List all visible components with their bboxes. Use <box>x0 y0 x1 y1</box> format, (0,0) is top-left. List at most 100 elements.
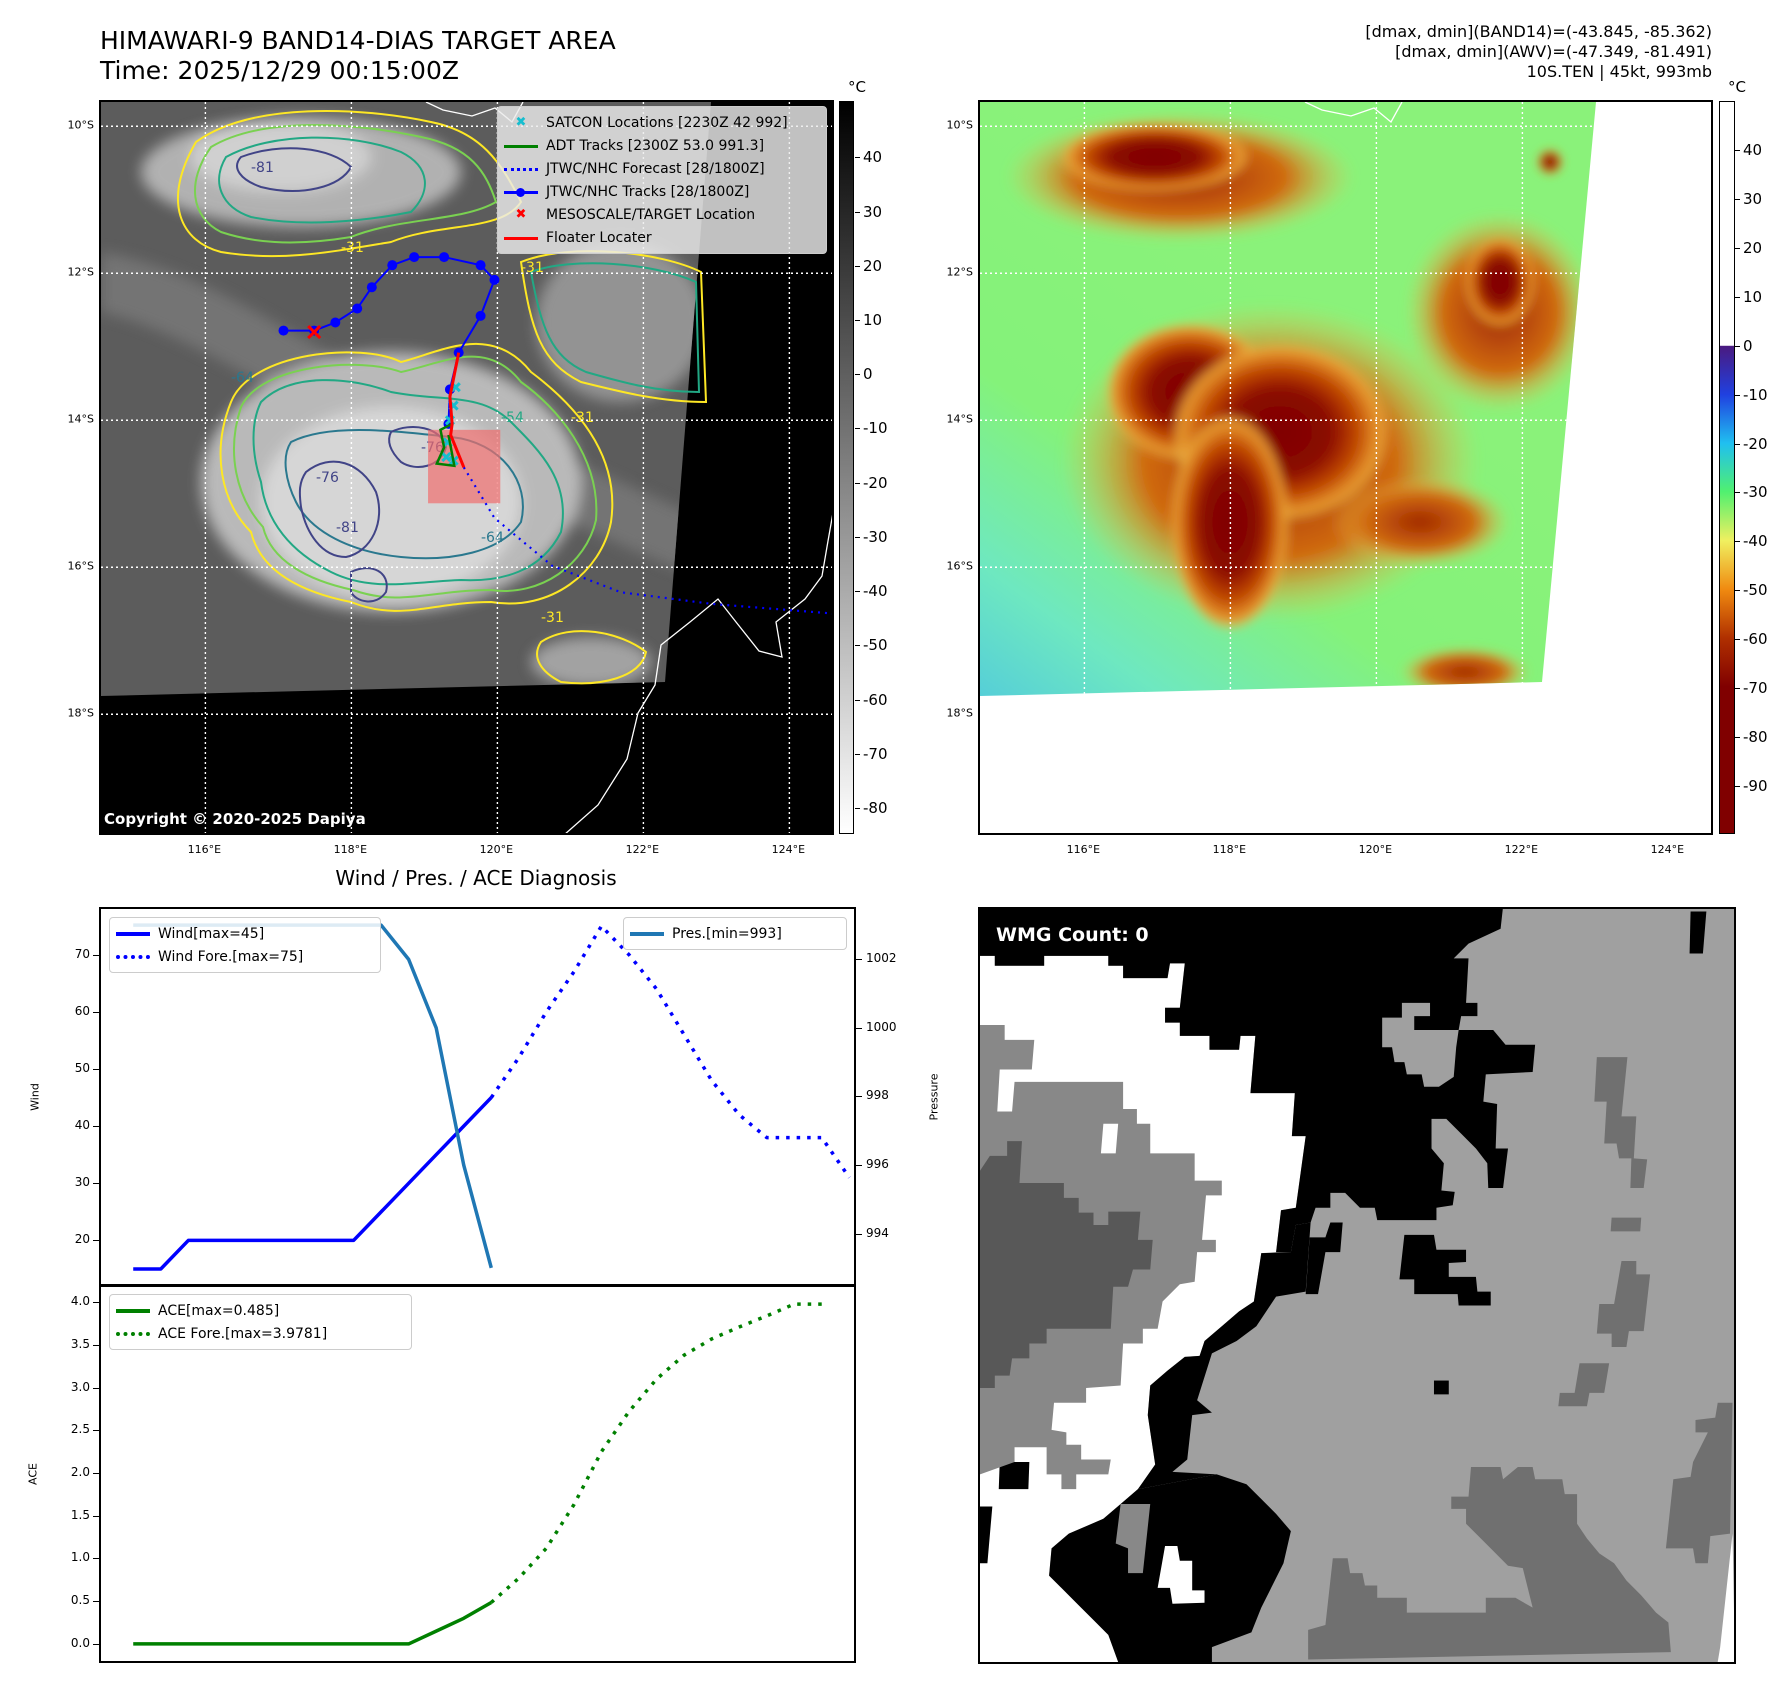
latitude-label: 14°S <box>946 412 973 426</box>
colorbar-tick-mark <box>855 428 860 430</box>
y-tick-label: 40 <box>74 1118 90 1133</box>
jtwc-track-point <box>387 260 398 271</box>
longitude-label: 124°E <box>1650 843 1685 856</box>
wind-legend-label: Wind[max=45] <box>158 925 265 942</box>
colorbar-tick-label: -80 <box>1743 727 1768 746</box>
y-tick-mark <box>93 1011 99 1013</box>
awv-colorbar <box>1719 101 1735 834</box>
latitude-label: 16°S <box>67 559 94 573</box>
y-tick-mark <box>93 1344 99 1346</box>
colorbar-tick-label: -30 <box>863 527 888 546</box>
latitude-label: 10°S <box>67 118 94 132</box>
series-line-ace-fore-max- <box>490 1302 822 1604</box>
jtwc-track-point <box>409 252 420 263</box>
title-text: HIMAWARI-9 BAND14-DIAS TARGET AREA <box>100 26 616 55</box>
figure-title: HIMAWARI-9 BAND14-DIAS TARGET AREA Time:… <box>100 26 616 86</box>
red-line-icon <box>504 231 538 245</box>
contour-label: -81 <box>251 160 274 176</box>
y-tick-label: 2.0 <box>70 1465 90 1480</box>
y-tick-mark <box>93 1183 99 1185</box>
legend-label: JTWC/NHC Forecast [28/1800Z] <box>546 160 765 177</box>
contour-label: -64 <box>231 370 254 386</box>
target-location-marker <box>307 324 322 340</box>
colorbar-tick-mark <box>855 591 860 593</box>
map-legend: ✖ SATCON Locations [2230Z 42 992] ADT Trac… <box>497 106 827 254</box>
jtwc-track-point <box>278 325 289 336</box>
solid-blue-line-icon <box>116 927 150 941</box>
y-tick-label: 1.0 <box>70 1550 90 1565</box>
legend-label: Floater Locater <box>546 229 652 246</box>
contour-label: -76 <box>316 470 339 486</box>
ir-map-panel: -81-31-31-64-54-76-76-81-64-31-31 ✖SATCO… <box>99 100 834 835</box>
jtwc-track-point <box>439 252 450 263</box>
y-tick-label: 0.0 <box>70 1635 90 1650</box>
legend-label: SATCON Locations [2230Z 42 992] <box>546 114 788 131</box>
copyright-text: Copyright © 2020-2025 Dapiya <box>104 810 366 828</box>
colorbar-tick-mark <box>855 157 860 159</box>
adt-track-line <box>434 422 456 468</box>
colorbar-tick-mark <box>1735 639 1740 641</box>
y-tick-mark <box>93 954 99 956</box>
y-tick-label: 3.0 <box>70 1379 90 1394</box>
colorbar-tick-label: -90 <box>1743 776 1768 795</box>
ace-forecast-legend-label: ACE Fore.[max=3.9781] <box>158 1325 328 1342</box>
latitude-label: 18°S <box>946 706 973 720</box>
dotted-blue-line-icon <box>116 950 150 964</box>
y-tick-mark <box>93 1473 99 1475</box>
pressure-legend-label: Pres.[min=993] <box>672 925 782 942</box>
colorbar-tick-mark <box>1735 248 1740 250</box>
contour-label: -54 <box>501 410 524 426</box>
stats-block: [dmax, dmin](BAND14)=(-43.845, -85.362) … <box>1365 22 1712 82</box>
y-tick-mark <box>93 1240 99 1242</box>
longitude-label: 120°E <box>1358 843 1393 856</box>
stats-awv: [dmax, dmin](AWV)=(-47.349, -81.491) <box>1395 42 1712 61</box>
y-tick-mark <box>93 1069 99 1070</box>
colorbar-tick-label: -40 <box>1743 532 1768 551</box>
ace-legend-label: ACE[max=0.485] <box>158 1302 280 1319</box>
y2-tick-label: 998 <box>866 1088 889 1103</box>
stats-storm: 10S.TEN | 45kt, 993mb <box>1526 62 1712 81</box>
y-tick-label: 4.0 <box>70 1294 90 1309</box>
contour-label: -81 <box>336 520 359 536</box>
colorbar-tick-mark <box>1735 541 1740 543</box>
colorbar-tick-mark <box>855 807 860 809</box>
blue-dotted-line-icon <box>504 162 538 176</box>
wind-legend: Wind[max=45] Wind Fore.[max=75] <box>109 917 381 973</box>
legend-label: ADT Tracks [2300Z 53.0 991.3] <box>546 137 765 154</box>
y2-tick-mark <box>856 959 862 961</box>
y-tick-mark <box>93 1302 99 1304</box>
y-tick-mark <box>93 1387 99 1389</box>
colorbar-tick-mark <box>1735 492 1740 494</box>
wmg-classification-map <box>980 909 1734 1662</box>
colorbar-tick-label: -50 <box>863 636 888 655</box>
dotted-green-line-icon <box>116 1327 150 1341</box>
cyan-x-marker-icon: ✖ <box>515 114 527 130</box>
colorbar-tick-label: 40 <box>863 148 883 167</box>
colorbar-tick-label: 0 <box>863 365 873 384</box>
jtwc-track-point <box>475 310 486 321</box>
red-x-marker-icon: ✖ <box>515 206 527 222</box>
awv-map <box>980 102 1711 833</box>
ace-plot <box>133 1302 822 1646</box>
pressure-axis-label: Pressure <box>927 1073 941 1121</box>
y-tick-label: 3.5 <box>70 1336 90 1351</box>
legend-item: ✖ MESOSCALE/TARGET Location <box>504 203 820 226</box>
storm-tracks <box>278 252 832 615</box>
colorbar-tick-label: 40 <box>1743 141 1763 160</box>
ir-colorbar <box>839 101 854 834</box>
solid-green-line-icon <box>116 1304 150 1318</box>
ace-chart: ACE[max=0.485] ACE Fore.[max=3.9781] <box>99 1284 856 1663</box>
coastline <box>1304 102 1403 124</box>
latitude-label: 12°S <box>67 265 94 279</box>
contour-label: -64 <box>481 530 504 546</box>
legend-item: JTWC/NHC Tracks [28/1800Z] <box>504 180 820 203</box>
colorbar-tick-label: 30 <box>1743 190 1763 209</box>
colorbar-tick-mark <box>855 645 860 647</box>
colorbar-tick-label: -40 <box>863 582 888 601</box>
colorbar-tick-label: -70 <box>1743 678 1768 697</box>
longitude-label: 116°E <box>187 843 222 856</box>
colorbar-tick-mark <box>855 320 860 322</box>
colorbar-tick-label: -70 <box>863 744 888 763</box>
green-line-icon <box>504 139 538 153</box>
contour-label: -31 <box>341 240 364 256</box>
